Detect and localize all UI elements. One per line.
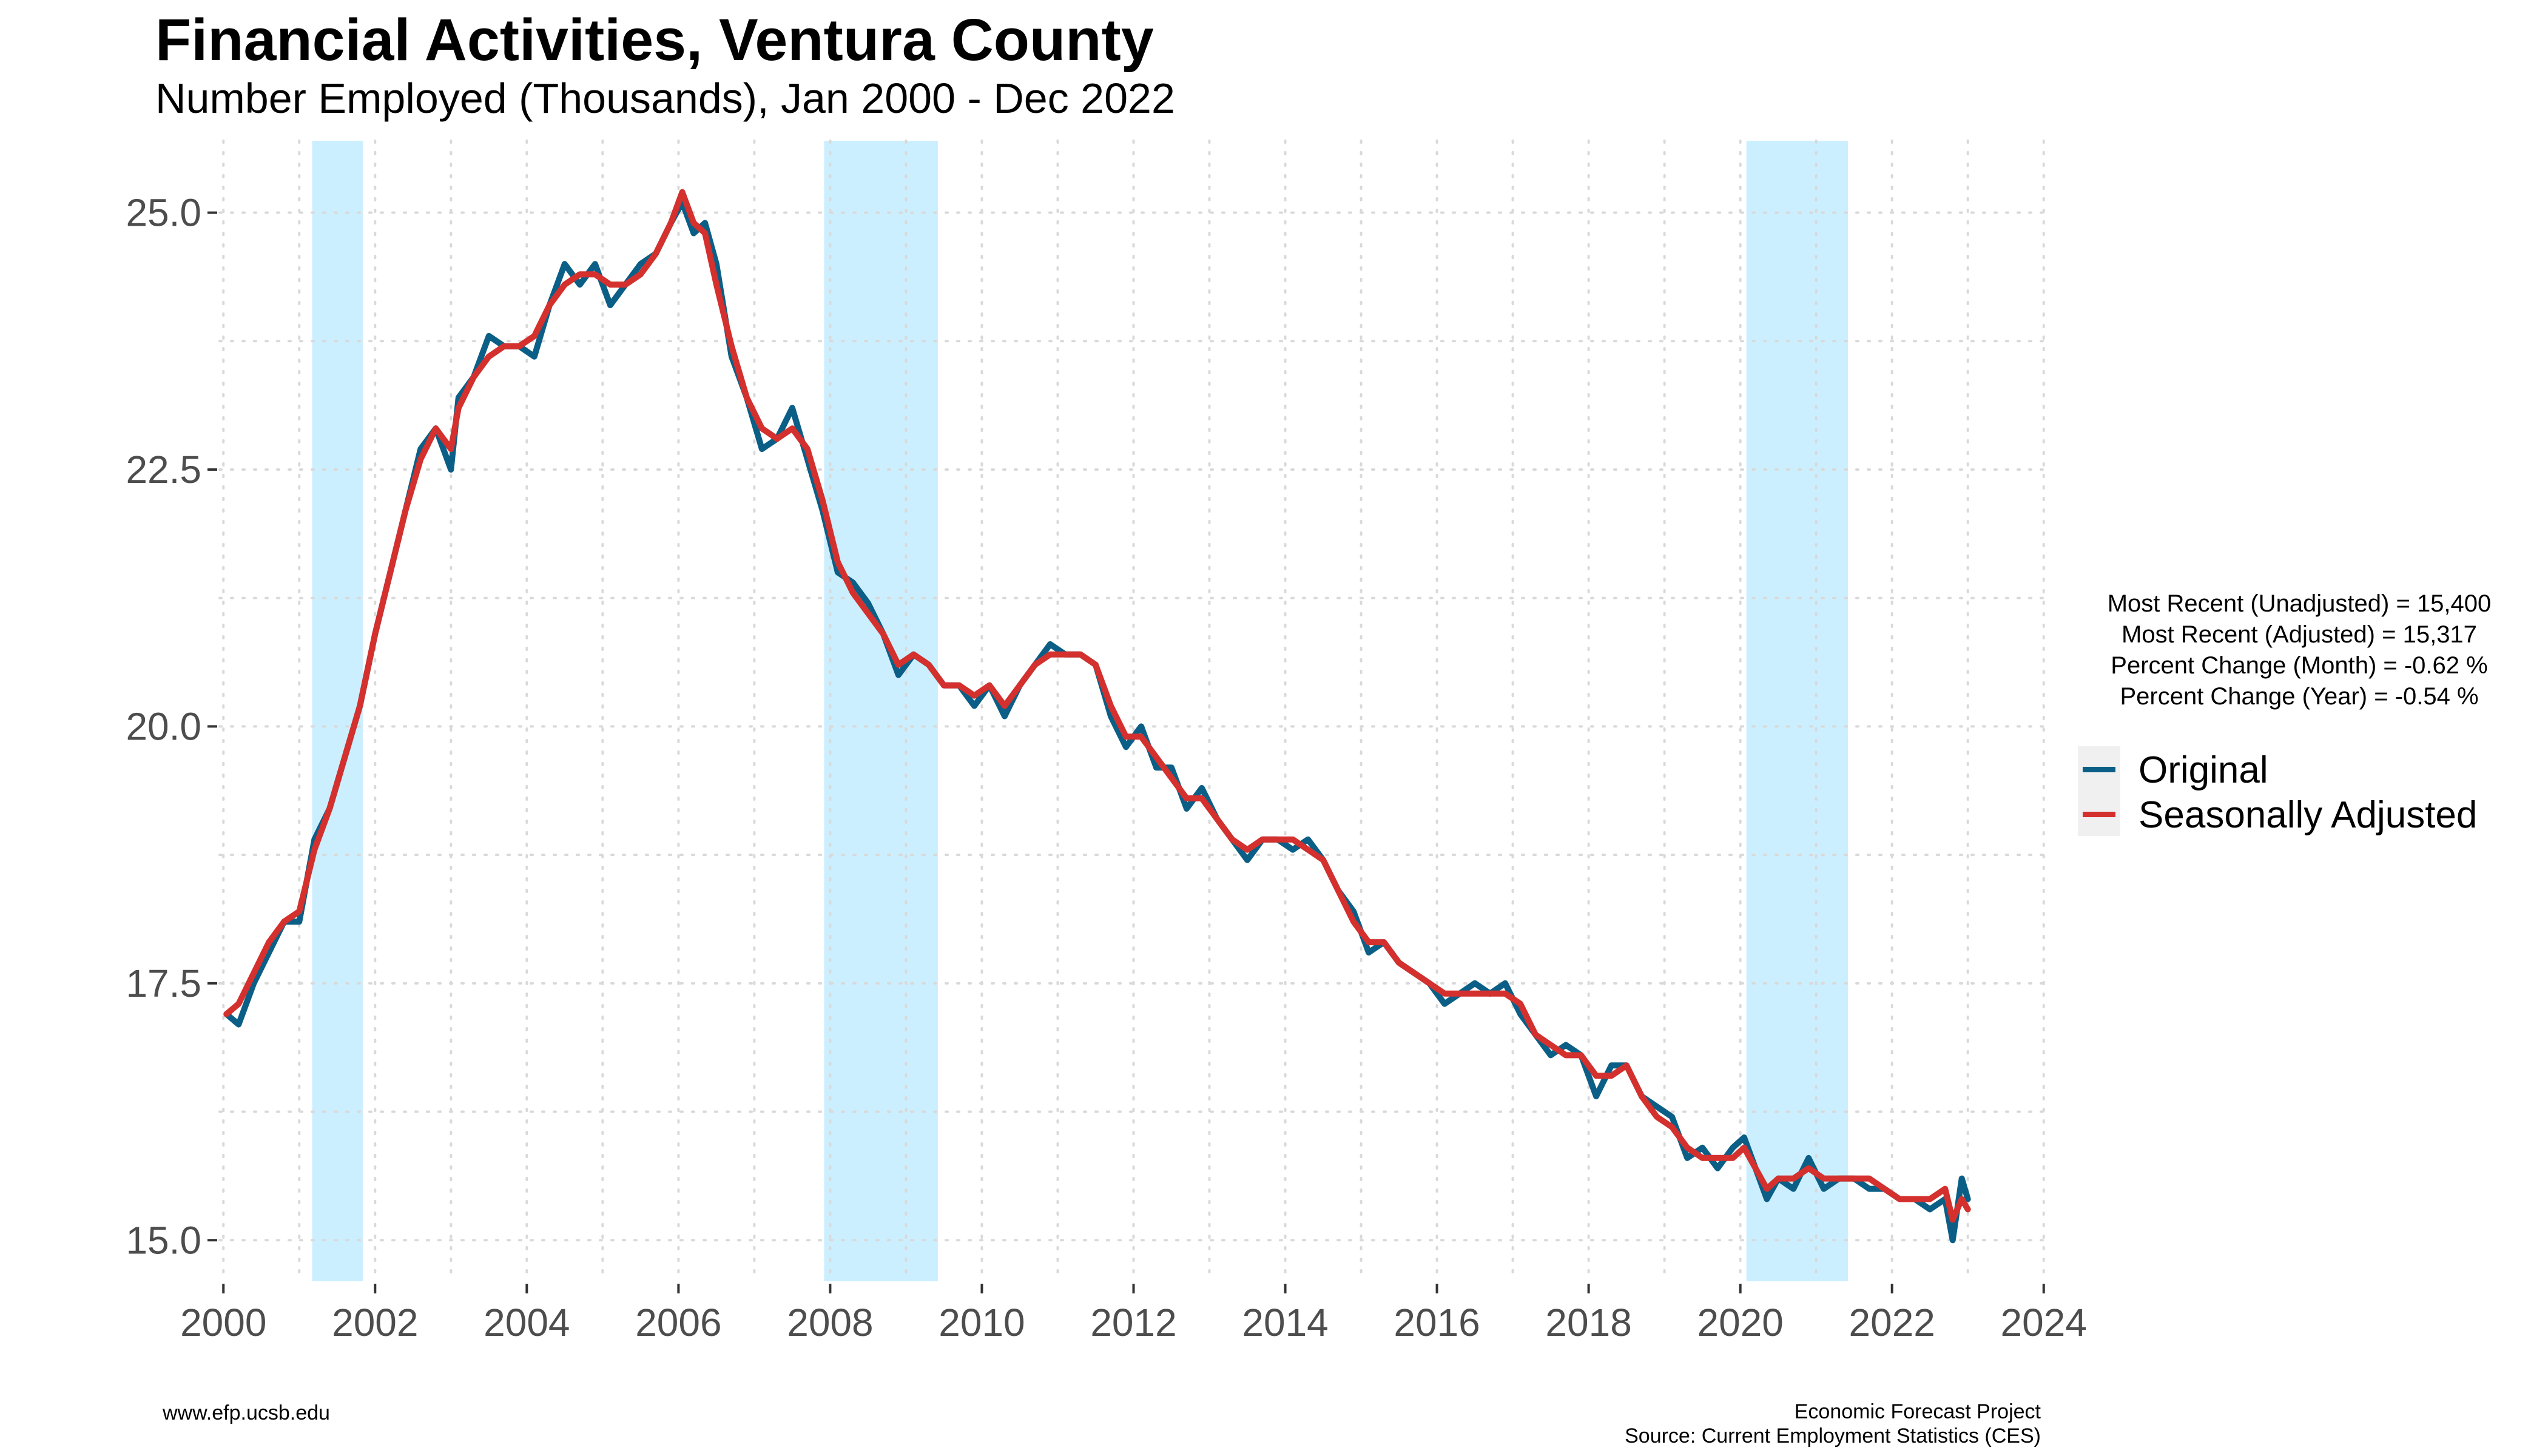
x-axis: 2000 2002 2004 2006 2008 2010 2012 2014 2016 2018… (180, 1284, 2087, 1344)
legend-swatch-seasonally-adjusted (2083, 812, 2115, 817)
recession-band-2 (824, 141, 938, 1281)
y-tick-label: 17.5 (126, 962, 201, 1005)
legend-label-seasonally-adjusted: Seasonally Adjusted (2138, 794, 2478, 836)
stat-recent-unadjusted: Most Recent (Unadjusted) = 15,400 (2107, 590, 2492, 617)
legend-key-seasonally-adjusted (2078, 791, 2120, 836)
x-tick-label: 2014 (1242, 1301, 1328, 1344)
series-line-seasonally-adjusted (223, 189, 1971, 1223)
recession-band-3 (1746, 141, 1849, 1281)
x-tick-label: 2016 (1394, 1301, 1480, 1344)
legend-item-original: Original (2078, 746, 2548, 791)
y-tick-label: 15.0 (126, 1218, 201, 1262)
x-tick-label: 2006 (635, 1301, 721, 1344)
y-tick-label: 25.0 (126, 191, 201, 235)
y-tick-label: 20.0 (126, 704, 201, 748)
footer-source: Economic Forecast Project Source: Curren… (1625, 1400, 2041, 1448)
footer-website: www.efp.ucsb.edu (163, 1401, 330, 1424)
footer-source-line-1: Economic Forecast Project (1794, 1400, 2041, 1423)
y-tick-label: 22.5 (126, 448, 201, 491)
stat-percent-change-month: Percent Change (Month) = -0.62 % (2111, 652, 2488, 679)
x-tick-label: 2020 (1697, 1301, 1783, 1344)
x-tick-label: 2024 (2001, 1301, 2087, 1344)
legend-label-original: Original (2138, 749, 2268, 791)
x-tick-label: 2004 (484, 1301, 570, 1344)
legend-swatch-original (2083, 767, 2115, 772)
stat-percent-change-year: Percent Change (Year) = -0.54 % (2120, 683, 2479, 710)
recession-bands (312, 141, 1849, 1281)
x-tick-label: 2022 (1849, 1301, 1935, 1344)
legend-key-original (2078, 746, 2120, 791)
series-lines (223, 189, 1971, 1244)
x-tick-label: 2018 (1545, 1301, 1631, 1344)
grid-lines (218, 140, 2049, 1282)
stats-panel: Most Recent (Unadjusted) = 15,400 Most R… (2057, 588, 2542, 712)
x-tick-label: 2012 (1090, 1301, 1176, 1344)
x-tick-label: 2002 (332, 1301, 418, 1344)
chart-title: Financial Activities, Ventura County (155, 7, 1154, 73)
footer-source-line-2: Source: Current Employment Statistics (C… (1625, 1424, 2041, 1448)
recession-band-1 (312, 141, 363, 1281)
x-tick-label: 2008 (787, 1301, 873, 1344)
x-tick-label: 2000 (180, 1301, 266, 1344)
y-axis: 15.0 17.5 20.0 22.5 25.0 (126, 191, 217, 1262)
chart-subtitle: Number Employed (Thousands), Jan 2000 - … (155, 75, 1175, 122)
stat-recent-adjusted: Most Recent (Adjusted) = 15,317 (2122, 621, 2477, 648)
x-tick-label: 2010 (939, 1301, 1025, 1344)
legend-item-seasonally-adjusted: Seasonally Adjusted (2078, 791, 2548, 836)
chart-legend: Original Seasonally Adjusted (2078, 746, 2548, 836)
